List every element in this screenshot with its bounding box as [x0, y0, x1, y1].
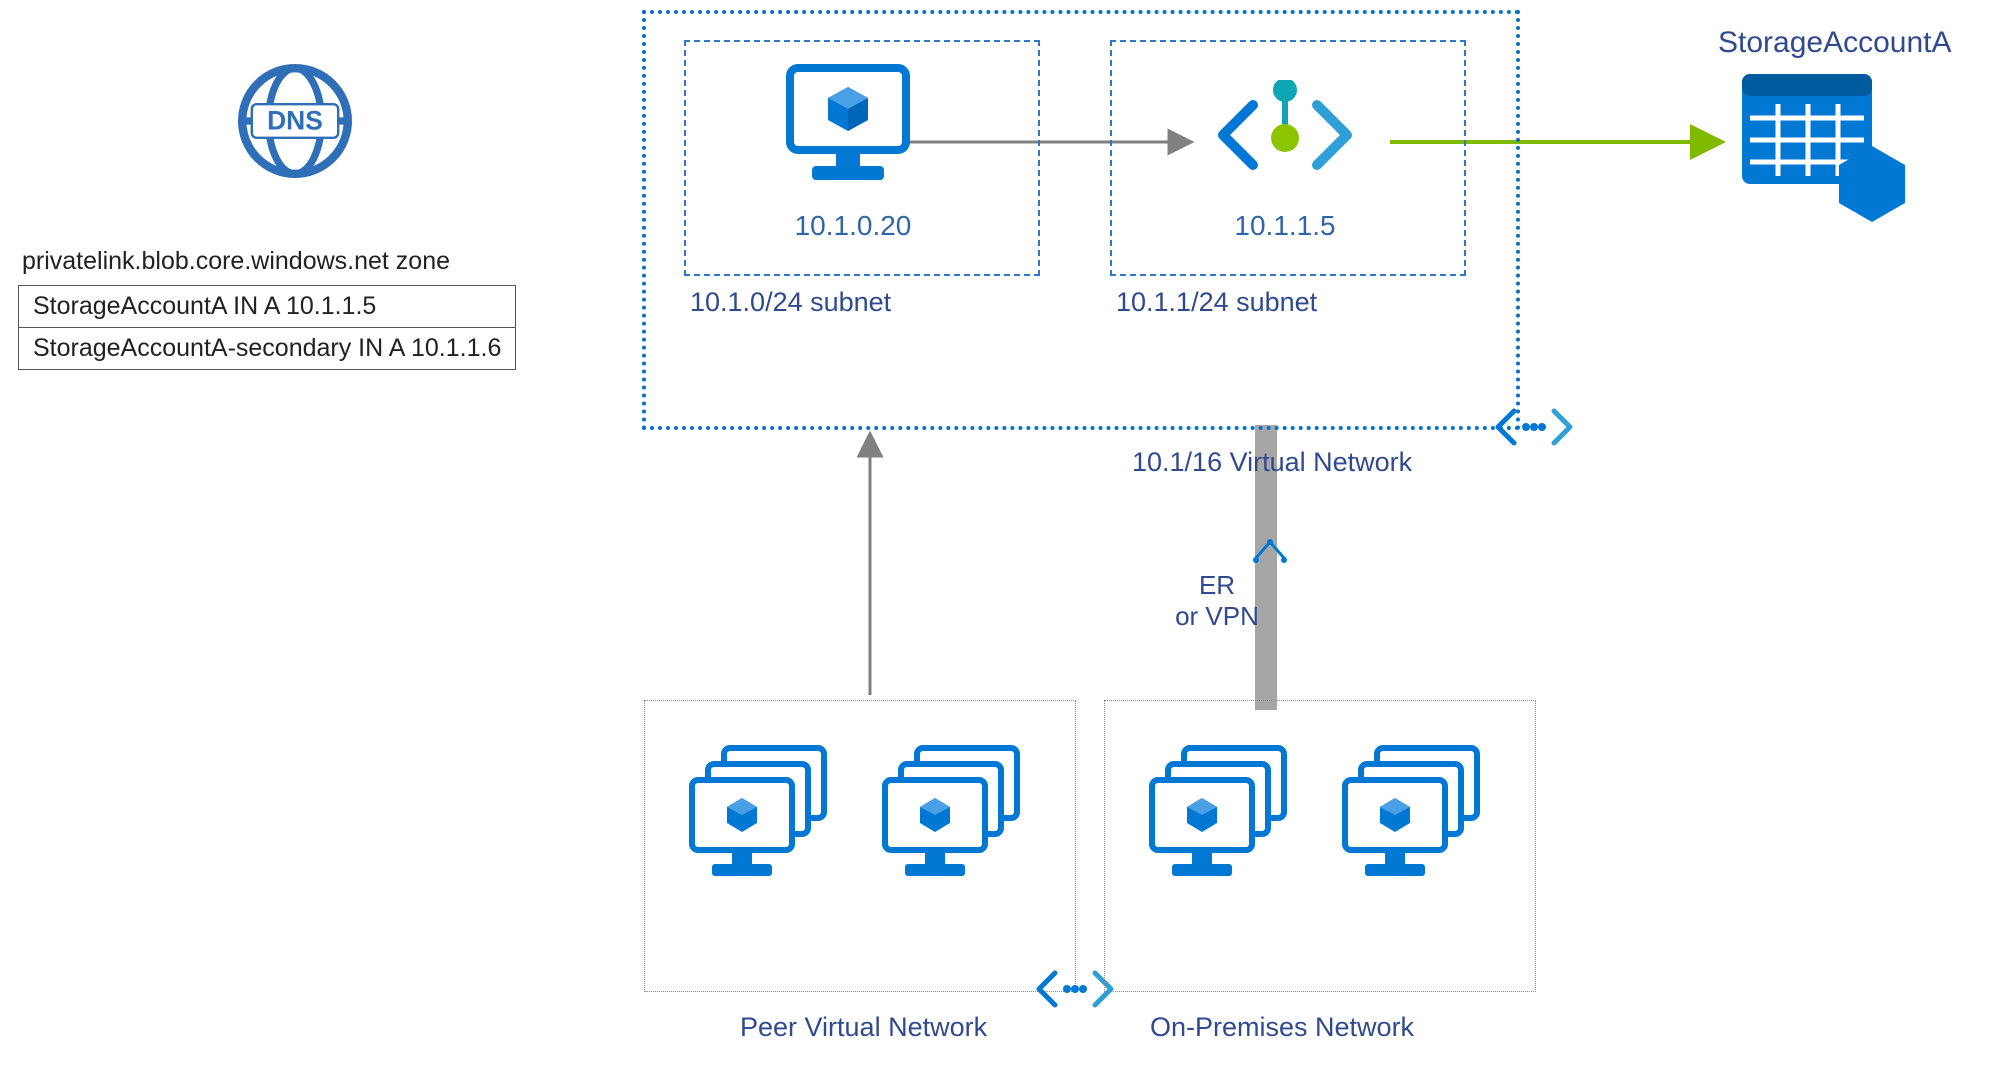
- peer-network-label: Peer Virtual Network: [740, 1012, 987, 1043]
- storage-label: StorageAccountA: [1718, 26, 1951, 60]
- dns-zone-label: privatelink.blob.core.windows.net zone: [22, 247, 450, 276]
- peer-vm-group-1: [682, 740, 852, 915]
- dns-record-2: StorageAccountA-secondary IN A 10.1.1.6: [19, 328, 516, 370]
- svg-text:DNS: DNS: [267, 105, 323, 135]
- vnet-peering-icon: [1494, 405, 1574, 454]
- dns-record-1: StorageAccountA IN A 10.1.1.5: [19, 286, 516, 328]
- onprem-network-label: On-Premises Network: [1150, 1012, 1414, 1043]
- dns-icon: DNS: [235, 61, 355, 186]
- er-label-1: ER: [1199, 570, 1235, 600]
- subnet-1-label: 10.1.0/24 subnet: [690, 287, 891, 318]
- private-endpoint-icon: [1205, 80, 1365, 195]
- peer-vm-group-2: [875, 740, 1045, 915]
- vm-ip-label: 10.1.0.20: [743, 210, 963, 242]
- dns-records-table: StorageAccountA IN A 10.1.1.5 StorageAcc…: [18, 285, 516, 370]
- er-vpn-icon: [1252, 538, 1288, 571]
- vnet-label: 10.1/16 Virtual Network: [1132, 447, 1412, 478]
- endpoint-ip-label: 10.1.1.5: [1175, 210, 1395, 242]
- vm-icon: [778, 60, 918, 195]
- storage-icon: [1736, 68, 1916, 233]
- subnet-2-label: 10.1.1/24 subnet: [1116, 287, 1317, 318]
- peer-peering-icon: [1035, 967, 1115, 1016]
- onprem-vm-group-2: [1335, 740, 1505, 915]
- onprem-vm-group-1: [1142, 740, 1312, 915]
- er-label-2: or VPN: [1175, 601, 1259, 631]
